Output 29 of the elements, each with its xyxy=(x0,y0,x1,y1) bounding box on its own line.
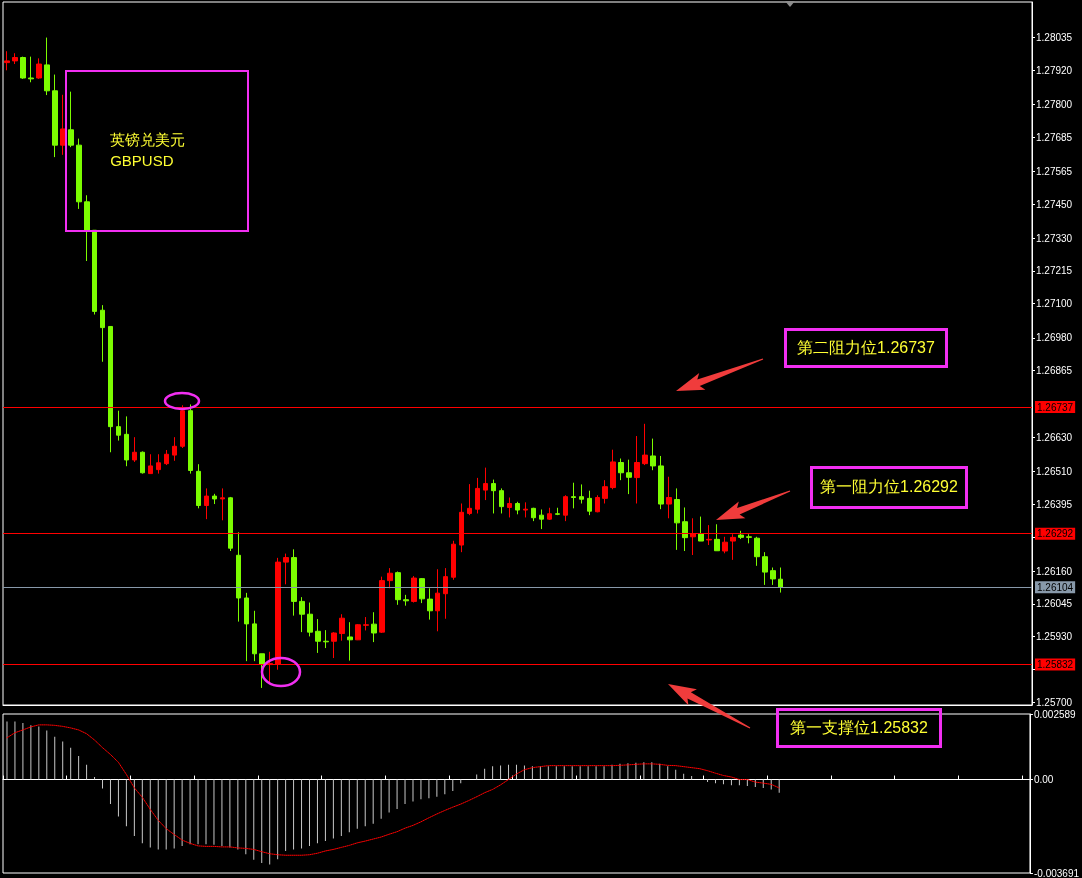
y-tick-label: 1.27565 xyxy=(1036,165,1073,177)
ref-line-label: 1.26737 xyxy=(1037,401,1074,413)
annotation: 英镑兑美元 GBPUSD xyxy=(110,130,187,171)
y-tick-label: 1.25930 xyxy=(1036,631,1073,643)
ref-line-label: 1.26104 xyxy=(1037,581,1074,593)
y-tick-label: 1.27685 xyxy=(1036,131,1073,143)
y-tick-label: 1.26395 xyxy=(1036,498,1073,510)
annotation: 第一支撑位1.25832 xyxy=(790,717,928,738)
y-tick-label: 1.26630 xyxy=(1036,431,1073,443)
y-tick-label: 1.27450 xyxy=(1036,198,1073,210)
y-tick-label: -0.003691 xyxy=(1033,867,1080,878)
y-tick-label: 1.28035 xyxy=(1036,32,1073,44)
y-tick-label: 0.00 xyxy=(1033,774,1054,786)
annotation: 第一阻力位1.26292 xyxy=(820,477,958,497)
y-tick-label: 1.26865 xyxy=(1036,365,1073,377)
y-tick-label: 1.26045 xyxy=(1036,598,1073,610)
y-tick-label: 1.26160 xyxy=(1036,565,1073,577)
annotation: 第二阻力位1.26737 xyxy=(797,337,935,358)
y-tick-label: 1.27920 xyxy=(1036,64,1073,76)
y-tick-label: 1.27215 xyxy=(1036,265,1073,277)
y-tick-label: 1.27100 xyxy=(1036,298,1073,310)
y-tick-label: 1.25700 xyxy=(1036,696,1073,708)
y-tick-label: 1.26980 xyxy=(1036,332,1073,344)
ref-line-label: 1.26292 xyxy=(1037,528,1074,540)
ref-line-label: 1.25832 xyxy=(1037,659,1074,671)
y-tick-label: 1.27800 xyxy=(1036,98,1073,110)
y-tick-label: 1.27330 xyxy=(1036,232,1073,244)
y-tick-label: 1.26510 xyxy=(1036,466,1073,478)
y-tick-label: 0.002589 xyxy=(1033,708,1077,720)
